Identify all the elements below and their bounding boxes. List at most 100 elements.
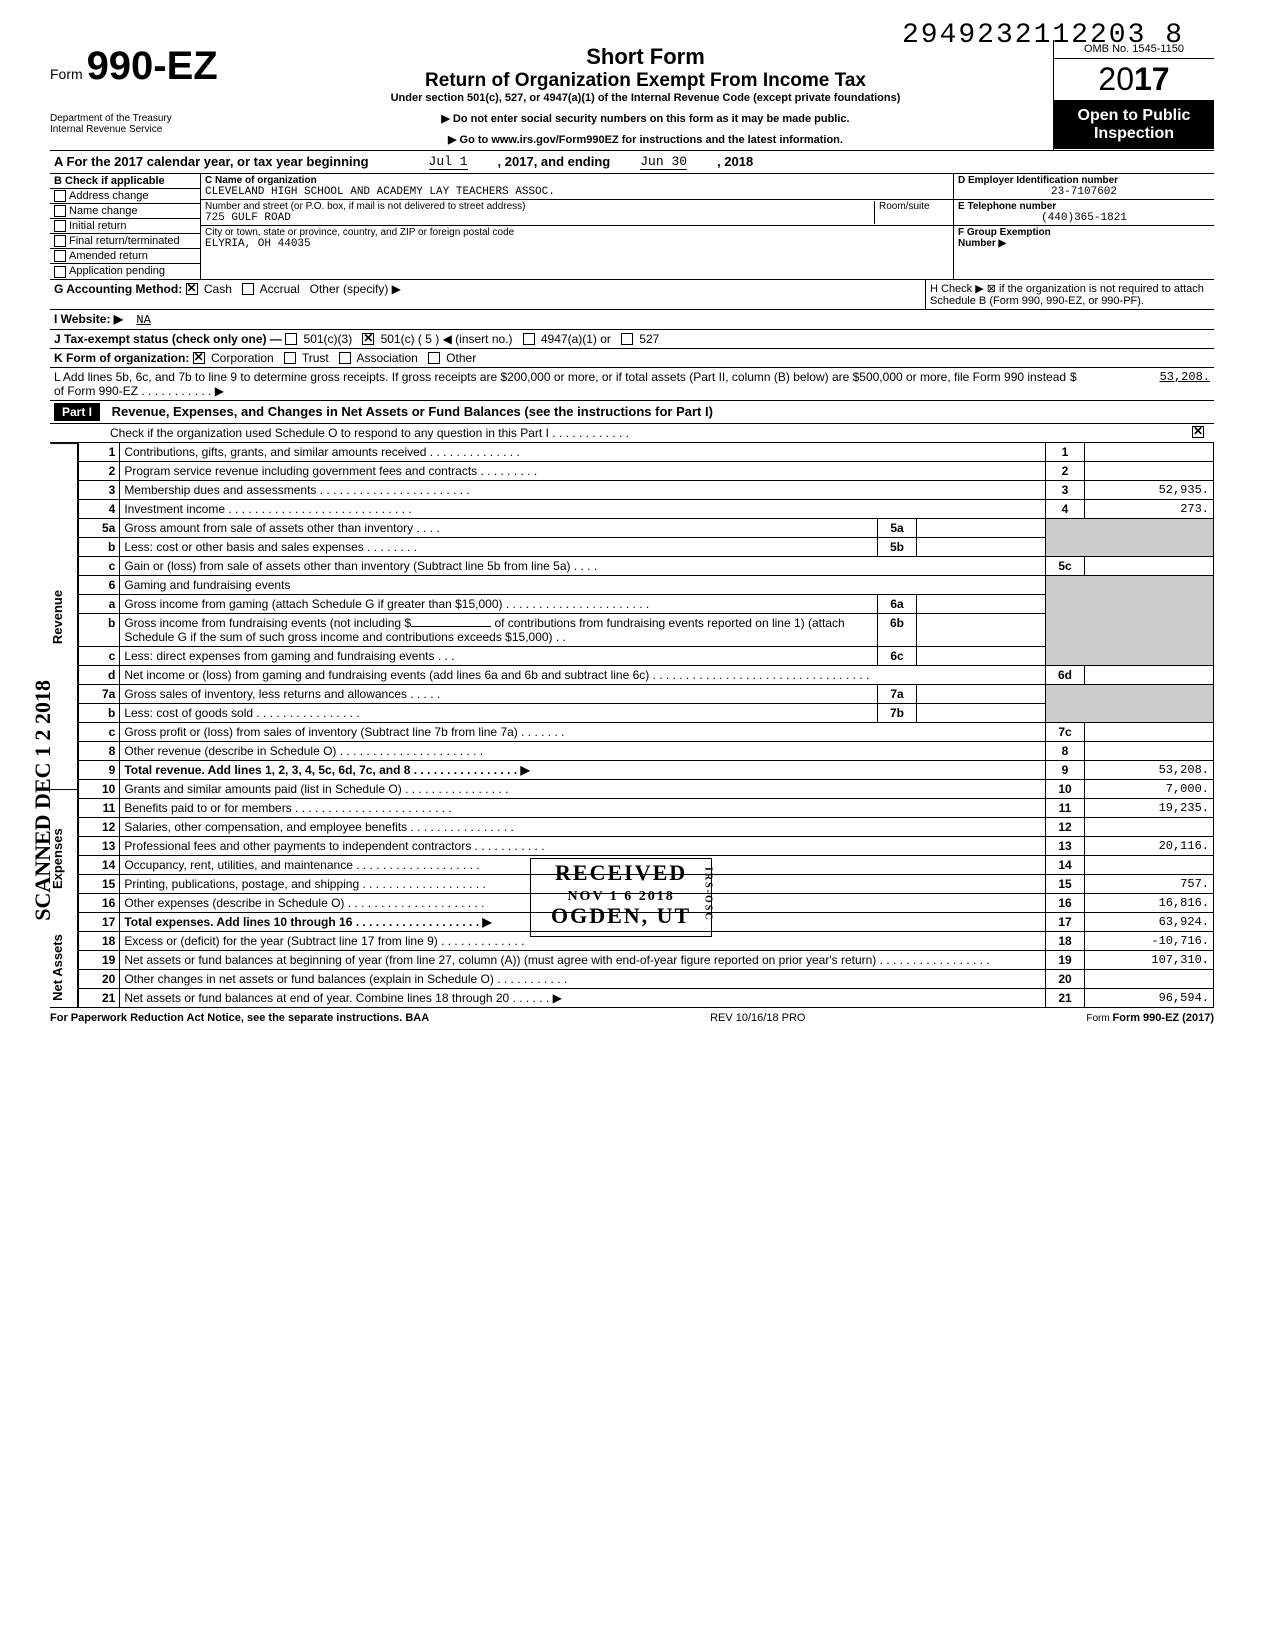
gross-receipts-value: 53,208. — [1090, 370, 1210, 398]
line-7c-val[interactable] — [1085, 722, 1214, 741]
line-7b-val[interactable] — [917, 703, 1046, 722]
checkbox-initial-return[interactable]: Initial return — [50, 219, 200, 234]
line-6b-val[interactable] — [917, 613, 1046, 646]
line-7b-no: b — [79, 703, 120, 722]
line-15-val[interactable]: 757. — [1085, 874, 1214, 893]
tax-year: 2017 — [1054, 59, 1214, 101]
line-6d-val[interactable] — [1085, 665, 1214, 684]
tax-year-begin[interactable]: Jul 1 — [429, 154, 468, 170]
line-15-no: 15 — [79, 874, 120, 893]
checkbox-application-pending[interactable]: Application pending — [50, 264, 200, 278]
line-14-box: 14 — [1046, 855, 1085, 874]
line-21-box: 21 — [1046, 988, 1085, 1007]
form-prefix-label: Form — [50, 66, 83, 82]
org-name[interactable]: CLEVELAND HIGH SCHOOL AND ACADEMY LAY TE… — [205, 186, 949, 198]
open-public-label: Open to Public Inspection — [1054, 101, 1214, 149]
checkbox-accrual[interactable] — [242, 283, 254, 295]
line-7b-sub: 7b — [878, 703, 917, 722]
line-6c-no: c — [79, 646, 120, 665]
line-6c-val[interactable] — [917, 646, 1046, 665]
line-5b-sub: 5b — [878, 537, 917, 556]
line-11-val[interactable]: 19,235. — [1085, 798, 1214, 817]
line-2-box: 2 — [1046, 461, 1085, 480]
line-18-val[interactable]: -10,716. — [1085, 931, 1214, 950]
tax-year-end-month[interactable]: Jun 30 — [640, 154, 687, 170]
line-7c-no: c — [79, 722, 120, 741]
checkbox-trust[interactable] — [284, 352, 296, 364]
year-prefix: 20 — [1098, 61, 1134, 97]
checkbox-schedule-o[interactable] — [1192, 426, 1204, 438]
city-label: City or town, state or province, country… — [205, 227, 949, 238]
line-10-no: 10 — [79, 779, 120, 798]
checkbox-amended-return[interactable]: Amended return — [50, 249, 200, 264]
form-number: Form 990-EZ — [50, 44, 230, 89]
checkbox-corporation[interactable] — [193, 352, 205, 364]
checkbox-527[interactable] — [621, 333, 633, 345]
line-19-desc: Net assets or fund balances at beginning… — [120, 950, 1046, 969]
line-19-val[interactable]: 107,310. — [1085, 950, 1214, 969]
line-7c-desc: Gross profit or (loss) from sales of inv… — [120, 722, 1046, 741]
line-5b-val[interactable] — [917, 537, 1046, 556]
line-17-no: 17 — [79, 912, 120, 931]
checkbox-other-org[interactable] — [428, 352, 440, 364]
line-11-no: 11 — [79, 798, 120, 817]
line-17-val[interactable]: 63,924. — [1085, 912, 1214, 931]
line-2-val[interactable] — [1085, 461, 1214, 480]
checkbox-final-return[interactable]: Final return/terminated — [50, 234, 200, 249]
form-number-label: 990-EZ — [87, 44, 218, 88]
line-5a-val[interactable] — [917, 518, 1046, 537]
line-5c-val[interactable] — [1085, 556, 1214, 575]
line-19-box: 19 — [1046, 950, 1085, 969]
line-j: J Tax-exempt status (check only one) — 5… — [50, 330, 1214, 349]
line-14-no: 14 — [79, 855, 120, 874]
line-9-desc: Total revenue. Add lines 1, 2, 3, 4, 5c,… — [120, 760, 1046, 779]
room-suite-label: Room/suite — [874, 201, 949, 224]
line-13-box: 13 — [1046, 836, 1085, 855]
tel-value[interactable]: (440)365-1821 — [958, 212, 1210, 224]
checkbox-501c3[interactable] — [285, 333, 297, 345]
street-address[interactable]: 725 GULF ROAD — [205, 212, 874, 224]
line-21-val[interactable]: 96,594. — [1085, 988, 1214, 1007]
line-6a-val[interactable] — [917, 594, 1046, 613]
line-14-val[interactable] — [1085, 855, 1214, 874]
checkbox-name-change[interactable]: Name change — [50, 204, 200, 219]
line-6-no: 6 — [79, 575, 120, 594]
line-h: H Check ▶ ⊠ if the organization is not r… — [925, 280, 1214, 309]
footer-rev: REV 10/16/18 PRO — [710, 1012, 805, 1024]
city-state-zip[interactable]: ELYRIA, OH 44035 — [205, 238, 949, 250]
line-3-desc: Membership dues and assessments . . . . … — [120, 480, 1046, 499]
street-label: Number and street (or P.O. box, if mail … — [205, 201, 874, 212]
line-7c-box: 7c — [1046, 722, 1085, 741]
line-1-no: 1 — [79, 443, 120, 462]
line-16-val[interactable]: 16,816. — [1085, 893, 1214, 912]
checkbox-501c[interactable] — [362, 333, 374, 345]
line-20-val[interactable] — [1085, 969, 1214, 988]
line-a: A For the 2017 calendar year, or tax yea… — [50, 151, 1214, 174]
line-4-val[interactable]: 273. — [1085, 499, 1214, 518]
line-5a-desc: Gross amount from sale of assets other t… — [120, 518, 878, 537]
line-3-box: 3 — [1046, 480, 1085, 499]
ein-value[interactable]: 23-7107602 — [958, 186, 1210, 198]
checkbox-cash[interactable] — [186, 283, 198, 295]
line-a-label: A For the 2017 calendar year, or tax yea… — [54, 154, 369, 170]
checkbox-address-change[interactable]: Address change — [50, 189, 200, 204]
footer-form: Form Form 990-EZ (2017) — [1086, 1012, 1214, 1024]
line-12-val[interactable] — [1085, 817, 1214, 836]
line-13-val[interactable]: 20,116. — [1085, 836, 1214, 855]
checkbox-4947a1[interactable] — [523, 333, 535, 345]
line-11-box: 11 — [1046, 798, 1085, 817]
checkbox-association[interactable] — [339, 352, 351, 364]
line-20-box: 20 — [1046, 969, 1085, 988]
tel-label: E Telephone number — [958, 201, 1210, 212]
line-7a-val[interactable] — [917, 684, 1046, 703]
line-6d-no: d — [79, 665, 120, 684]
line-8-val[interactable] — [1085, 741, 1214, 760]
website-value[interactable]: NA — [136, 313, 150, 327]
line-8-desc: Other revenue (describe in Schedule O) .… — [120, 741, 1046, 760]
line-10-val[interactable]: 7,000. — [1085, 779, 1214, 798]
line-1-val[interactable] — [1085, 443, 1214, 462]
line-19-no: 19 — [79, 950, 120, 969]
line-9-val[interactable]: 53,208. — [1085, 760, 1214, 779]
line-6c-desc: Less: direct expenses from gaming and fu… — [120, 646, 878, 665]
line-3-val[interactable]: 52,935. — [1085, 480, 1214, 499]
